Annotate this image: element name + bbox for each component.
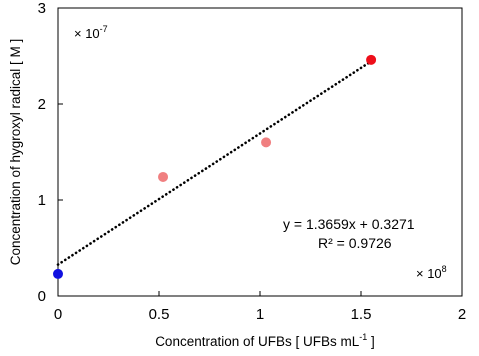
x-axis-label: Concentration of UFBs [ UFBs mL-1 ] [155, 332, 375, 349]
x-tick-label: 1.5 [351, 306, 372, 323]
y-multiplier-label: × 10-7 [74, 24, 108, 41]
y-tick-label: 3 [38, 0, 46, 17]
axis-ticks [57, 7, 463, 297]
y-tick-label: 0 [38, 288, 46, 305]
data-point [366, 54, 377, 65]
x-tick-label: 1 [256, 306, 264, 323]
y-tick-label: 2 [38, 96, 46, 113]
data-point [53, 268, 63, 279]
data-point [158, 171, 169, 182]
x-tick-label: 0.5 [149, 306, 170, 323]
trendline-equation: y = 1.3659x + 0.3271 [283, 216, 415, 232]
data-point [261, 137, 272, 148]
x-multiplier-label: × 108 [416, 264, 447, 281]
r-squared-label: R² = 0.9726 [318, 235, 392, 251]
plot-area-frame [57, 7, 463, 297]
y-tick-label: 1 [38, 192, 46, 209]
x-tick-label: 2 [458, 306, 466, 323]
tick-labels: 0 0.5 1 1.5 2 0 1 2 3 [38, 0, 467, 323]
x-tick-label: 0 [54, 306, 62, 323]
data-points [53, 54, 377, 279]
y-axis-label: Concentration of hygroxyl radical [ M ] [8, 39, 23, 266]
